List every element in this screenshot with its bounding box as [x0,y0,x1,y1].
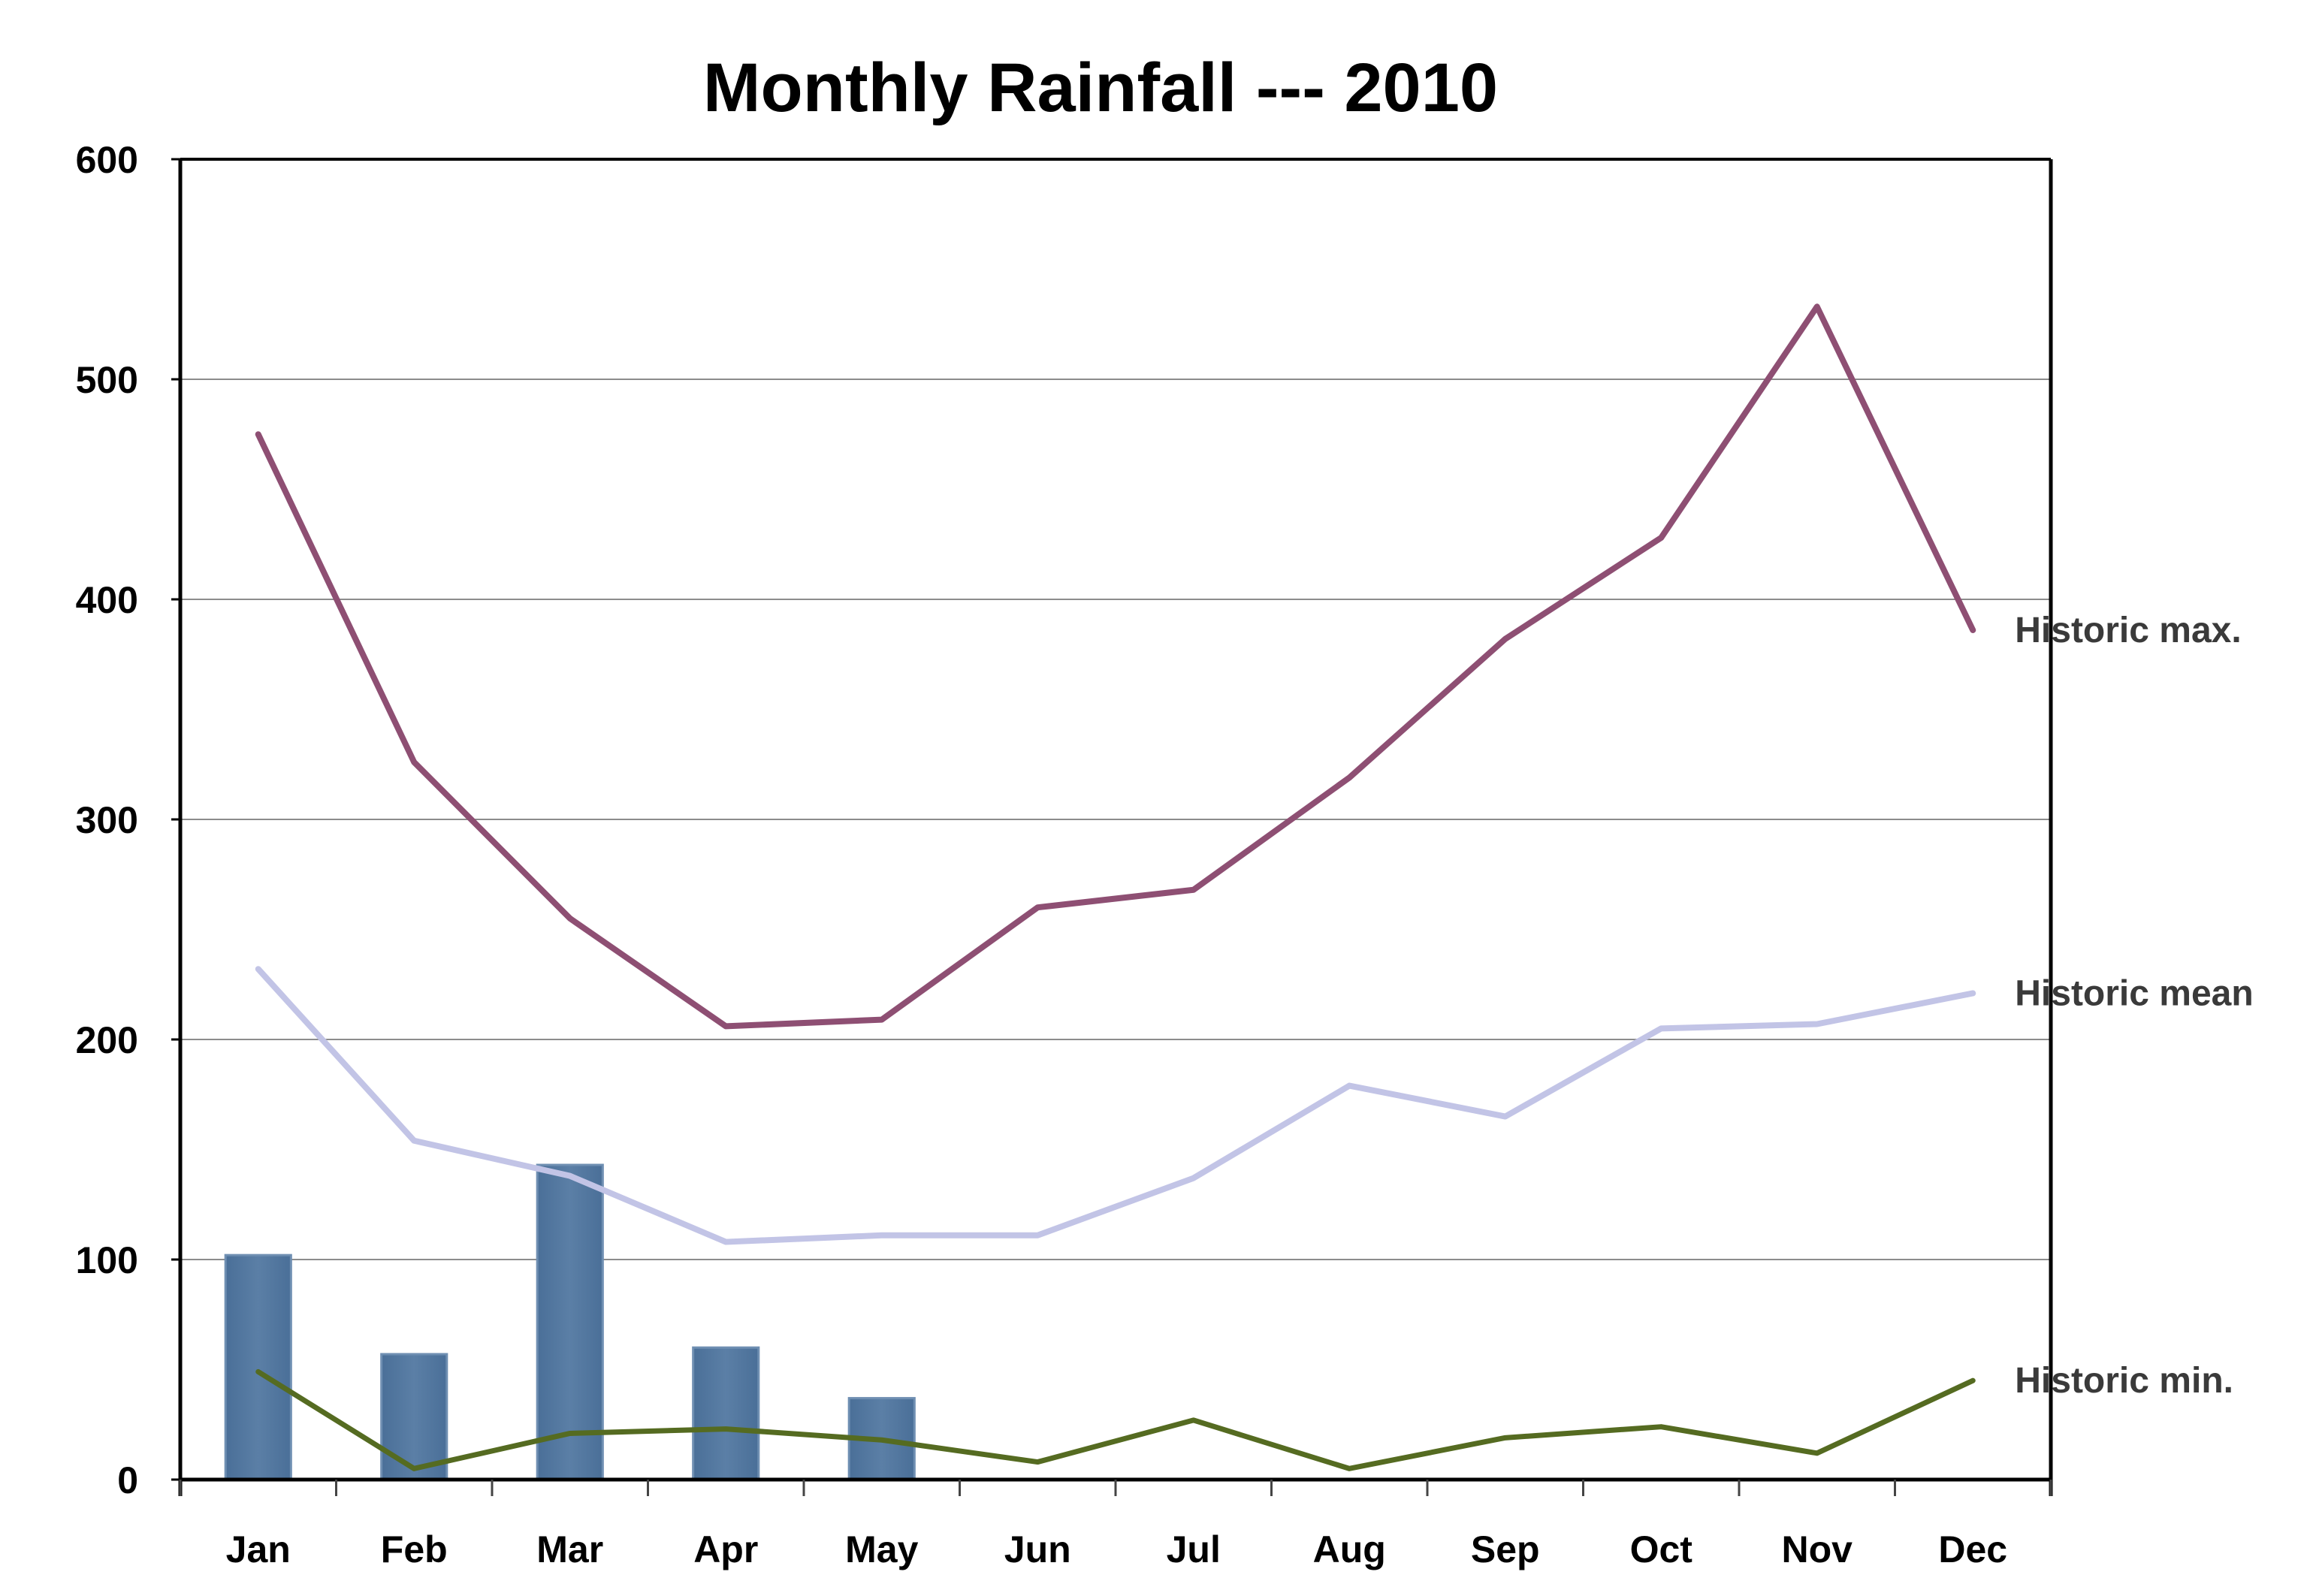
series-line [255,1368,1976,1471]
bar-layer [224,1163,916,1481]
x-tick-label: Jun [1004,1528,1071,1570]
chart-title: Monthly Rainfall --- 2010 [703,50,1498,126]
bar [380,1353,448,1481]
y-tick-label: 500 [76,359,138,401]
series-line [255,303,1976,1030]
series-label: Historic mean [2015,973,2253,1013]
x-tick-label: Feb [381,1528,448,1570]
series-line [255,966,1976,1245]
x-tick-label: Mar [536,1528,603,1570]
series-label: Historic min. [2015,1361,2233,1401]
x-tick-label: Jan [226,1528,291,1570]
x-tick-label: Apr [693,1528,758,1570]
y-tick-label: 400 [76,579,138,621]
y-tick-label: 100 [76,1239,138,1281]
bar [692,1346,760,1481]
x-tick-label: Dec [1938,1528,2007,1570]
y-tick-label: 600 [76,139,138,181]
line-layer [255,303,1976,1471]
x-tick-label: May [845,1528,918,1570]
y-tick-label: 0 [117,1459,138,1501]
bar [536,1163,604,1481]
label-layer: Historic max. Historic mean Historic min. [2015,611,2253,1401]
x-tick-label: Oct [1630,1528,1693,1570]
x-tick-label: Jul [1167,1528,1221,1570]
y-tick-label: 200 [76,1019,138,1061]
x-tick-label: Sep [1471,1528,1540,1570]
y-tick-label: 300 [76,799,138,841]
grid-layer [180,158,2051,1260]
axis-layer: 0 100 200 300 400 500 600 Jan Feb Mar Apr May Jun Jul… [76,139,2053,1570]
x-tick-label: Aug [1313,1528,1386,1570]
series-label: Historic max. [2015,611,2241,650]
bar [224,1254,292,1481]
x-tick-label: Nov [1782,1528,1853,1570]
